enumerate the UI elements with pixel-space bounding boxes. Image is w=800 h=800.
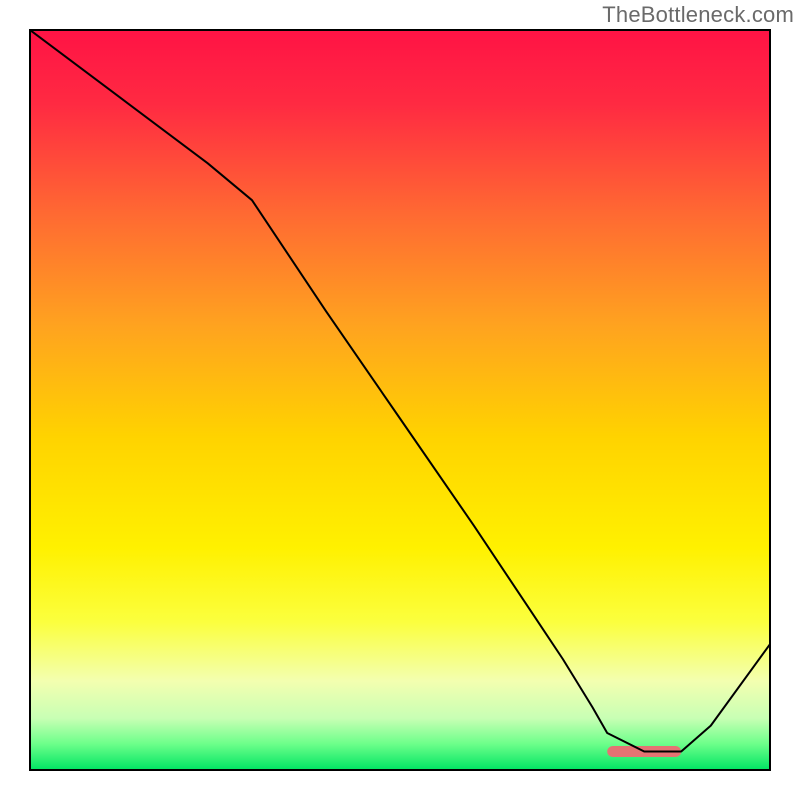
bottleneck-chart <box>0 0 800 800</box>
gradient-background <box>30 30 770 770</box>
chart-container: TheBottleneck.com <box>0 0 800 800</box>
